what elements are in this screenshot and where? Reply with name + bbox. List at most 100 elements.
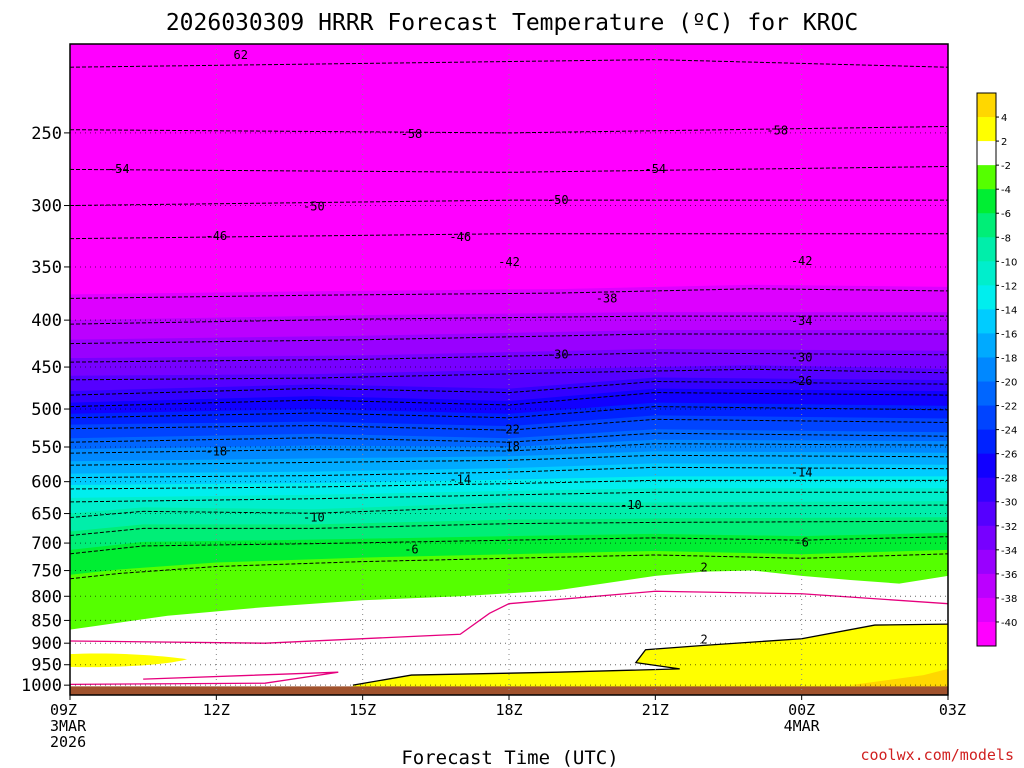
contour-line [69,520,949,537]
colorbar-swatch [977,141,996,166]
contour-label: 62 [233,48,247,62]
colorbar-swatch [977,213,996,238]
contour-label: -42 [498,255,520,269]
x-tick-label: 12Z [203,701,230,719]
colorbar-swatch [977,165,996,190]
colorbar-frame [976,92,997,647]
contour-label: -50 [303,200,325,214]
contour-labels: 62 -58 -58 -54 -54 -50 -50 -46 -46 -42 -42 -38 -34 -3… [108,48,813,647]
contour-line [69,368,949,381]
colorbar-label: -40 [1001,618,1017,629]
y-tick-label: 900 [31,634,62,654]
contour-label: -54 [644,162,666,176]
colorbar-label: -14 [1001,305,1017,316]
colorbar-label: -28 [1001,474,1017,485]
contour-line [69,381,949,396]
colorbar-swatch [977,597,996,623]
colorbar-swatch [977,501,996,527]
x-tick-label: 03Z [939,701,966,719]
colorbar-swatch [977,309,996,334]
y-tick-label: 750 [31,562,62,582]
y-tick-label: 850 [31,611,62,631]
contour-label: -54 [108,162,130,176]
colorbar-label: -32 [1001,522,1017,533]
colorbar-swatch [977,357,996,383]
chart-title: 2026030309 HRRR Forecast Temperature (ºC… [166,10,858,36]
colorbar-label: 4 [1001,113,1007,124]
colorbar-swatch [977,333,996,358]
y-tick-label: 1000 [21,676,62,696]
contour-label: -18 [205,445,227,459]
y-tick-label: 950 [31,656,62,676]
contour-label: -34 [791,314,813,328]
contour-line [69,418,949,431]
x-tick-label: 00Z [788,701,815,719]
contour-label: -6 [794,535,808,549]
colorbar-label: -38 [1001,594,1017,605]
y-tick-label: 300 [31,197,62,217]
contour-line [69,165,949,173]
site-credit: coolwx.com/models [860,746,1014,764]
contour-label: -58 [401,127,423,141]
y-tick-label: 550 [31,438,62,458]
contour-label: -50 [547,193,569,207]
colorbar-label: -26 [1001,450,1017,461]
contour-line [69,352,949,363]
x-tick-label: 18Z [495,701,522,719]
colorbar-label: -8 [1001,233,1011,244]
contour-line [69,536,949,555]
contour-label: 2 [700,560,707,574]
colorbar-swatch [977,573,996,599]
y-tick-label: 350 [31,258,62,278]
warm-line [352,623,949,686]
colorbar-label: -22 [1001,402,1017,413]
contour-line [69,406,949,419]
contour-label: -30 [791,350,813,364]
x-tick-sublabel: 2026 [50,733,86,751]
colorbar-label: -20 [1001,378,1017,389]
y-tick-label: 500 [31,400,62,420]
x-axis-label: Forecast Time (UTC) [401,747,618,768]
colorbar-swatch [977,381,996,407]
colorbar-swatch [977,453,996,479]
contour-line [69,432,949,443]
contour-line [69,504,949,519]
colorbar-label: -2 [1001,161,1011,172]
colorbar-swatch [977,237,996,262]
colorbar-swatch [977,117,996,142]
y-tick-label: 800 [31,587,62,607]
contour-label: -26 [791,374,813,388]
contour-line [69,333,948,345]
contour-label: -22 [498,422,520,436]
x-tick-label: 15Z [349,701,376,719]
colorbar-label: -10 [1001,257,1017,268]
colorbar-label: -36 [1001,570,1017,581]
x-tick-label: 09Z [50,701,77,719]
contour-label: -14 [449,472,471,486]
contour-line [69,466,949,479]
contour-lines [69,59,949,686]
contour-label: -42 [791,254,813,268]
warm-pocket [352,624,948,695]
contour-line [69,553,949,580]
contour-label: -14 [791,466,813,480]
contour-line [69,125,949,134]
contour-label: -10 [303,511,325,525]
colorbar-swatch [977,93,996,118]
y-tick-label: 450 [31,358,62,378]
colorbar-swatch [977,405,996,431]
contour-line [69,288,949,299]
colorbar-swatch [977,477,996,503]
colorbar-label: -12 [1001,281,1017,292]
colorbar-swatch [977,549,996,575]
colorbar-label: -16 [1001,329,1017,340]
contour-line [69,315,948,325]
colorbar-swatch [977,429,996,455]
contour-label: -58 [766,124,788,138]
colorbar-label: -34 [1001,546,1017,557]
contour-line [69,454,949,466]
colorbar: 4 2 -2 -4 -6 -8 -10 -12 -14 -16 -18 -20 -22 -24 -26 -28… [976,92,1017,647]
contour-line [69,59,949,68]
